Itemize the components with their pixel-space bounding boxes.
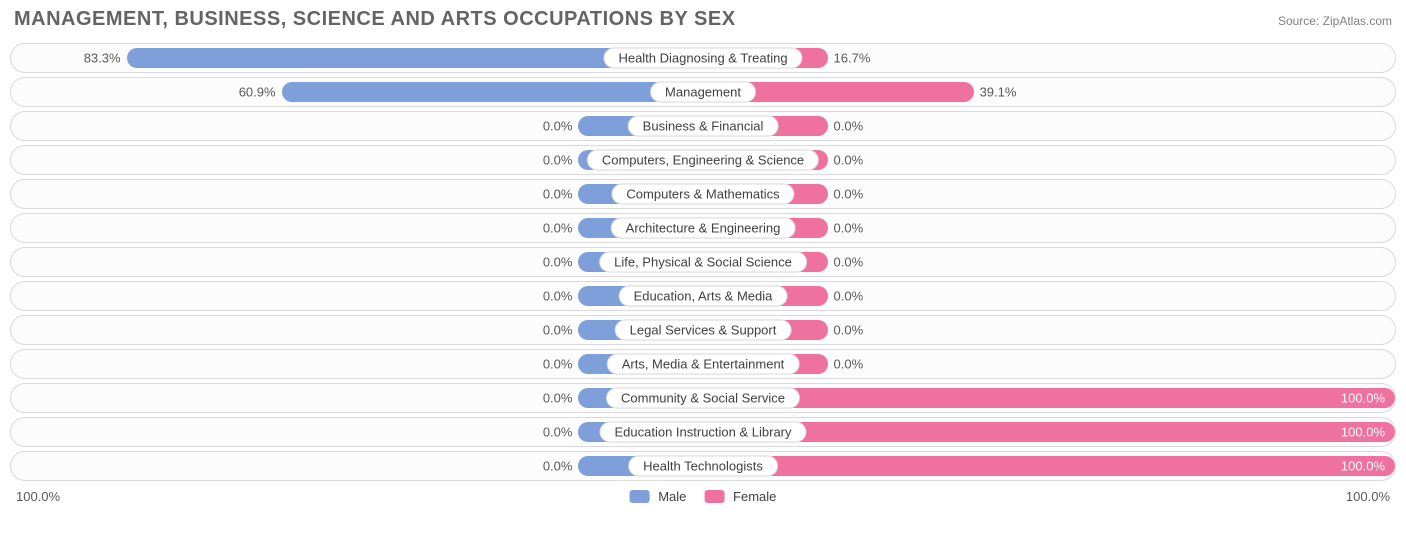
female-pct-label: 16.7% xyxy=(834,51,871,66)
male-pct-label: 0.0% xyxy=(543,289,573,304)
male-swatch xyxy=(630,490,650,503)
category-label: Education Instruction & Library xyxy=(599,422,806,443)
axis-left-label: 100.0% xyxy=(16,489,60,504)
category-label: Business & Financial xyxy=(628,116,779,137)
female-pct-label: 100.0% xyxy=(1341,425,1385,440)
chart-row: 0.0% 0.0% Business & Financial xyxy=(10,111,1396,141)
male-pct-label: 0.0% xyxy=(543,391,573,406)
male-pct-label: 0.0% xyxy=(543,187,573,202)
chart-row: 0.0% 0.0% Architecture & Engineering xyxy=(10,213,1396,243)
chart-source: Source: ZipAtlas.com xyxy=(1278,14,1392,28)
legend-male-label: Male xyxy=(658,489,686,504)
female-pct-label: 100.0% xyxy=(1341,391,1385,406)
category-label: Health Diagnosing & Treating xyxy=(603,48,802,69)
chart-row: 0.0% 0.0% Computers & Mathematics xyxy=(10,179,1396,209)
category-label: Life, Physical & Social Science xyxy=(599,252,807,273)
female-pct-label: 0.0% xyxy=(834,221,864,236)
chart-row: 0.0% 0.0% Computers, Engineering & Science xyxy=(10,145,1396,175)
chart-row: 0.0% 0.0% Legal Services & Support xyxy=(10,315,1396,345)
chart-title: MANAGEMENT, BUSINESS, SCIENCE AND ARTS O… xyxy=(14,8,736,31)
chart-row: 0.0% 100.0% Community & Social Service xyxy=(10,383,1396,413)
axis-right-label: 100.0% xyxy=(1346,489,1390,504)
chart-row: 0.0% 100.0% Education Instruction & Librar… xyxy=(10,417,1396,447)
chart-legend: Male Female xyxy=(630,489,777,504)
female-pct-label: 0.0% xyxy=(834,153,864,168)
female-pct-label: 0.0% xyxy=(834,323,864,338)
chart-row: 0.0% 0.0% Arts, Media & Entertainment xyxy=(10,349,1396,379)
female-swatch xyxy=(704,490,724,503)
category-label: Arts, Media & Entertainment xyxy=(607,354,800,375)
axis-labels: 100.0% Male Female 100.0% xyxy=(10,485,1396,504)
category-label: Architecture & Engineering xyxy=(611,218,796,239)
female-pct-label: 0.0% xyxy=(834,357,864,372)
male-pct-label: 0.0% xyxy=(543,255,573,270)
category-label: Legal Services & Support xyxy=(615,320,792,341)
female-bar xyxy=(703,388,1395,408)
chart-header: MANAGEMENT, BUSINESS, SCIENCE AND ARTS O… xyxy=(10,8,1396,37)
female-pct-label: 39.1% xyxy=(980,85,1017,100)
female-pct-label: 0.0% xyxy=(834,255,864,270)
category-label: Education, Arts & Media xyxy=(619,286,788,307)
male-bar xyxy=(282,82,703,102)
male-pct-label: 0.0% xyxy=(543,119,573,134)
female-pct-label: 100.0% xyxy=(1341,459,1385,474)
legend-female-label: Female xyxy=(733,489,776,504)
female-bar xyxy=(703,456,1395,476)
female-bar xyxy=(703,422,1395,442)
chart-row: 0.0% 100.0% Health Technologists xyxy=(10,451,1396,481)
category-label: Community & Social Service xyxy=(606,388,800,409)
legend-male: Male xyxy=(630,489,687,504)
female-pct-label: 0.0% xyxy=(834,289,864,304)
category-label: Management xyxy=(650,82,756,103)
male-pct-label: 0.0% xyxy=(543,323,573,338)
chart-rows: 83.3% 16.7% Health Diagnosing & Treating 60… xyxy=(10,37,1396,481)
female-pct-label: 0.0% xyxy=(834,119,864,134)
male-pct-label: 83.3% xyxy=(84,51,121,66)
male-pct-label: 60.9% xyxy=(239,85,276,100)
occupations-by-sex-chart: MANAGEMENT, BUSINESS, SCIENCE AND ARTS O… xyxy=(0,0,1406,559)
category-label: Computers & Mathematics xyxy=(611,184,794,205)
female-pct-label: 0.0% xyxy=(834,187,864,202)
male-pct-label: 0.0% xyxy=(543,459,573,474)
category-label: Computers, Engineering & Science xyxy=(587,150,819,171)
chart-row: 60.9% 39.1% Management xyxy=(10,77,1396,107)
chart-row: 0.0% 0.0% Life, Physical & Social Science xyxy=(10,247,1396,277)
male-pct-label: 0.0% xyxy=(543,221,573,236)
legend-female: Female xyxy=(704,489,776,504)
category-label: Health Technologists xyxy=(628,456,778,477)
chart-row: 83.3% 16.7% Health Diagnosing & Treating xyxy=(10,43,1396,73)
chart-row: 0.0% 0.0% Education, Arts & Media xyxy=(10,281,1396,311)
male-pct-label: 0.0% xyxy=(543,425,573,440)
male-pct-label: 0.0% xyxy=(543,153,573,168)
male-pct-label: 0.0% xyxy=(543,357,573,372)
